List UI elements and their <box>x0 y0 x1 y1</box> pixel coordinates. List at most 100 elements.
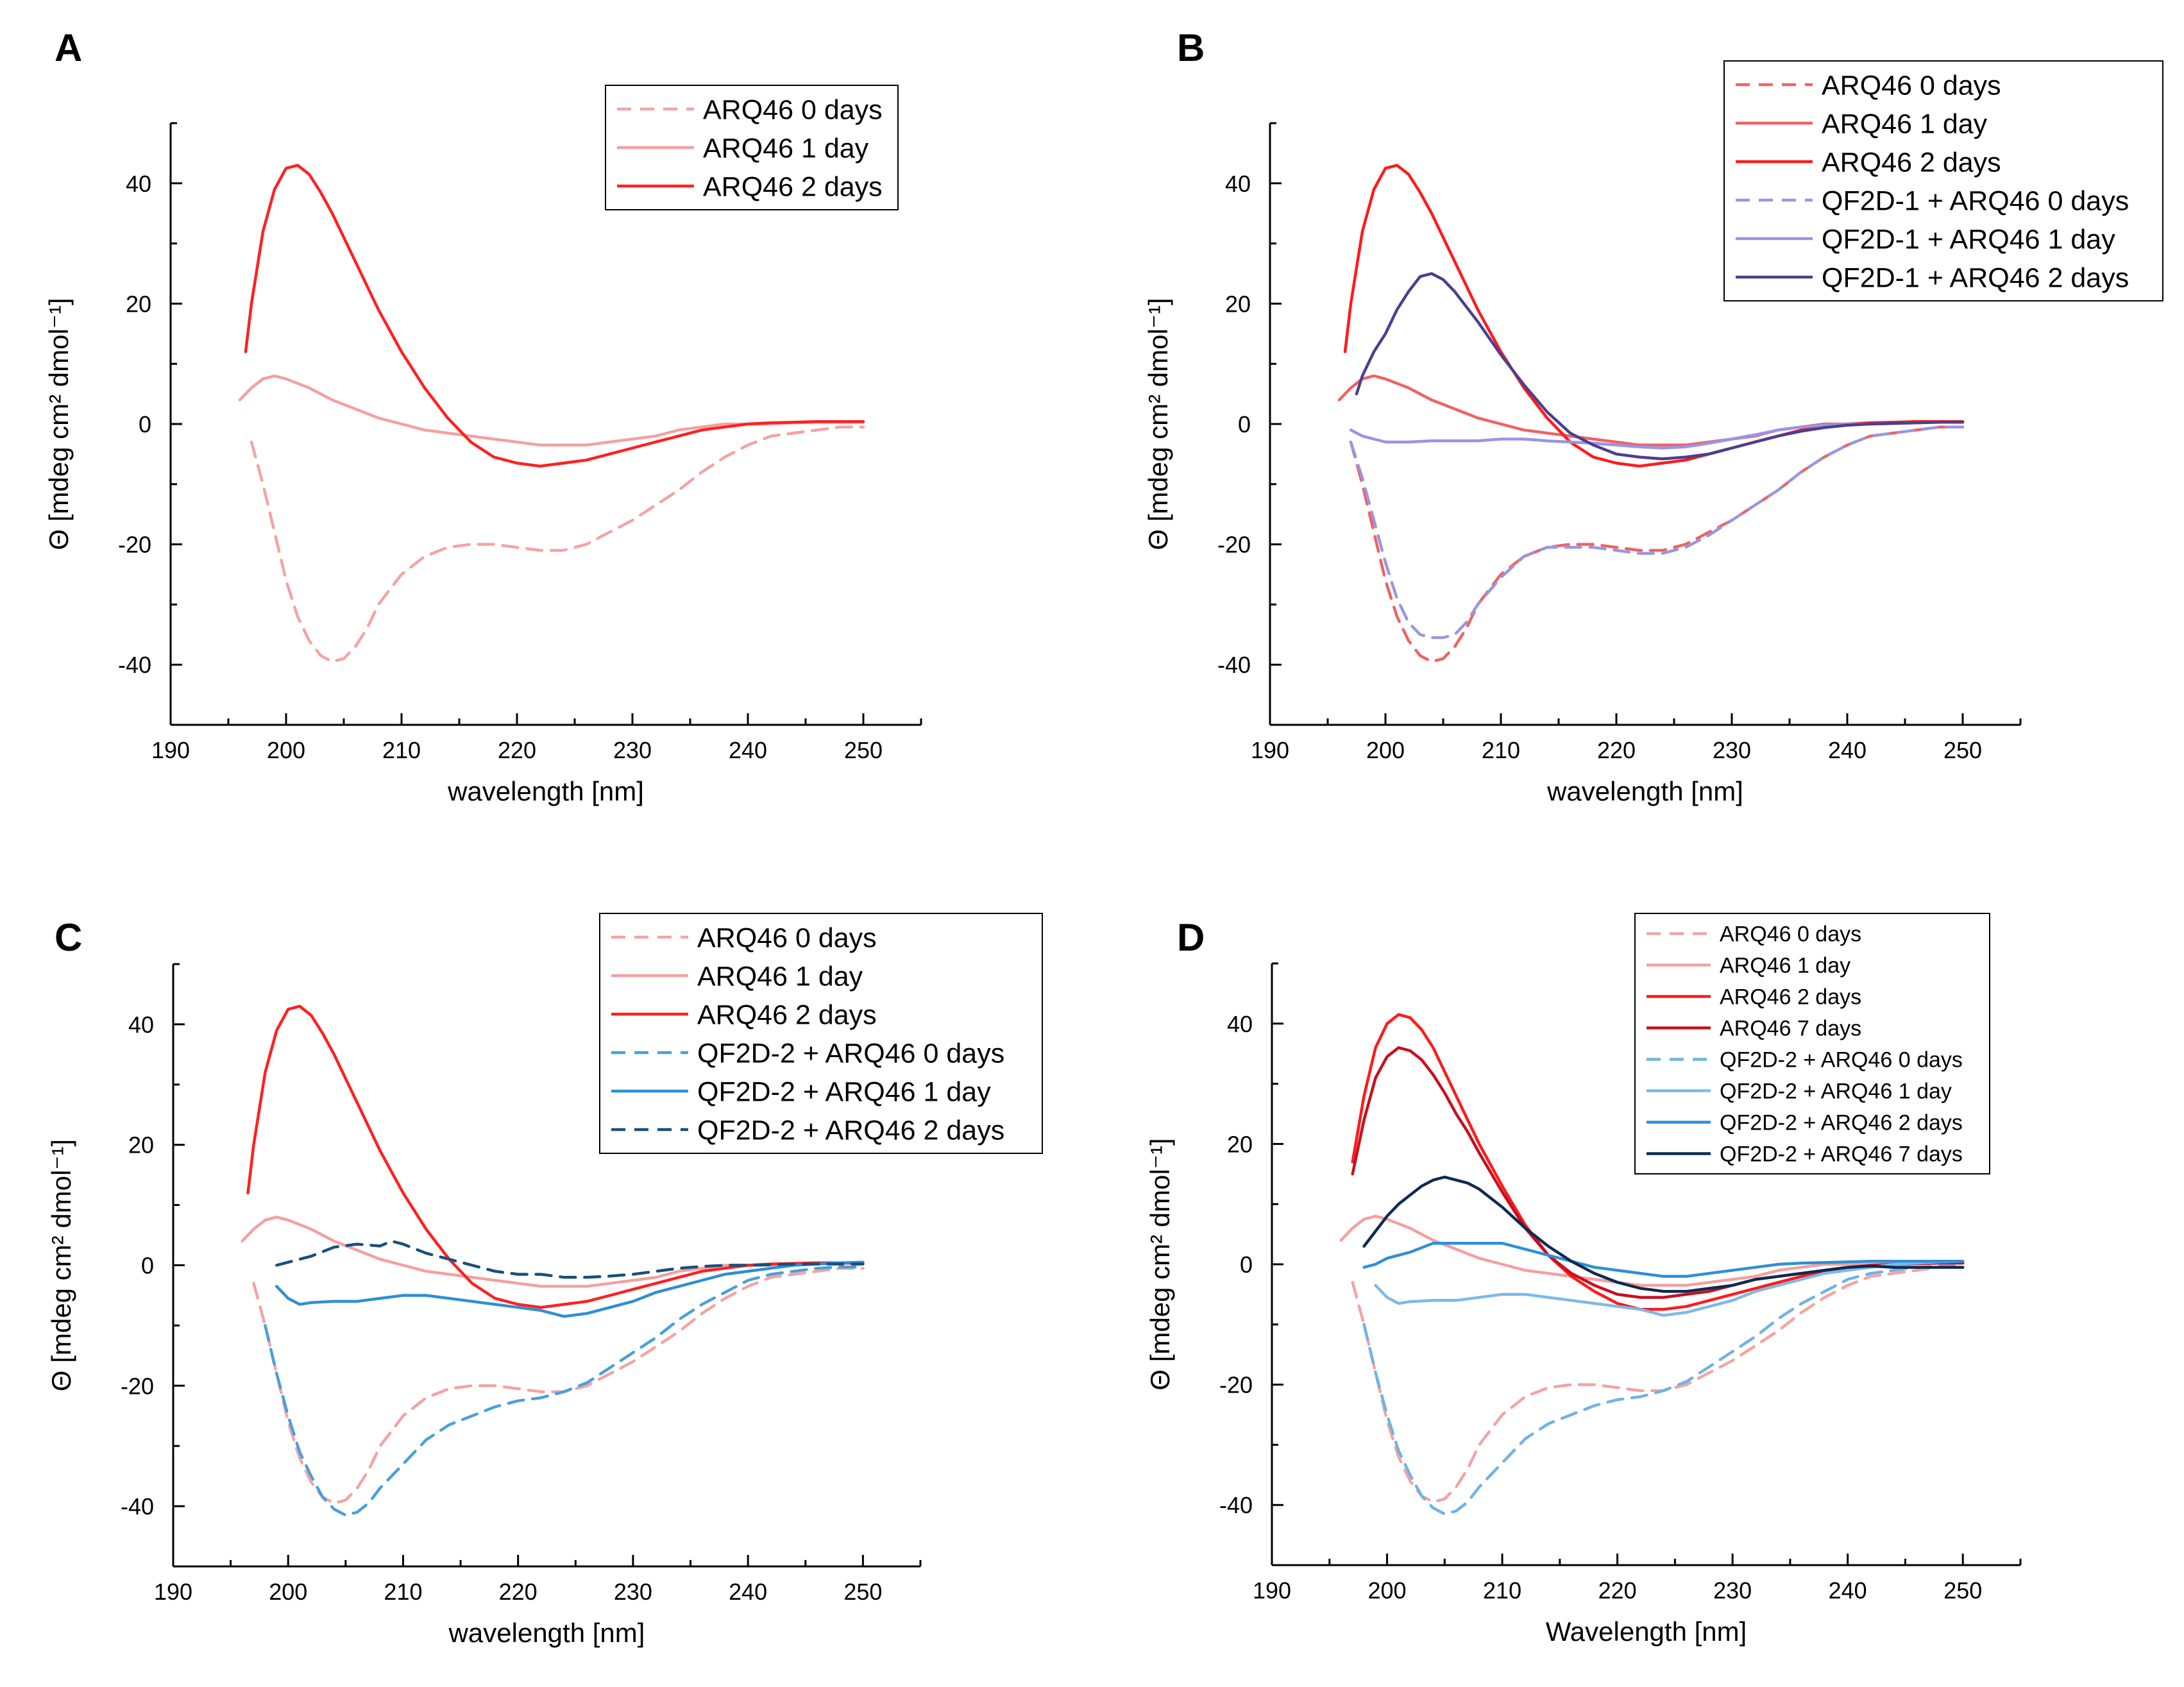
y-tick-label: -20 <box>1217 532 1251 558</box>
x-tick-label: 200 <box>1366 737 1405 763</box>
legend-label: QF2D-2 + ARQ46 1 day <box>1720 1080 1952 1104</box>
series-line-2 <box>238 374 865 447</box>
x-tick-label: 190 <box>1251 737 1289 763</box>
x-tick-label: 250 <box>843 1579 882 1605</box>
series-line-6 <box>275 1239 865 1279</box>
series-line-1 <box>252 1266 865 1505</box>
series-line-8 <box>1362 1175 1965 1293</box>
legend-label: QF2D-2 + ARQ46 1 day <box>697 1076 991 1107</box>
x-tick-label: 200 <box>269 1579 307 1605</box>
panel-c: C 190 200 210 220 230 240 250 -40 -20 0 20 40 wavelen… <box>46 913 1043 1648</box>
legend-label: QF2D-2 + ARQ46 0 days <box>697 1038 1004 1069</box>
y-tick-label: 40 <box>1227 1011 1253 1037</box>
x-tick-label: 210 <box>382 737 421 763</box>
x-tick-label: 220 <box>1597 737 1636 763</box>
series-line-2 <box>1339 1214 1965 1287</box>
series-line-1 <box>1349 425 1965 663</box>
panel-letter-c: C <box>55 916 82 959</box>
x-tick-label: 250 <box>844 737 883 763</box>
series-line-6 <box>1355 272 1965 461</box>
legend-label: ARQ46 0 days <box>703 94 883 125</box>
y-tick-label: 20 <box>126 291 151 317</box>
y-tick-label: -40 <box>121 1493 154 1520</box>
x-tick-label: 200 <box>1367 1577 1406 1604</box>
legend-label: QF2D-2 + ARQ46 0 days <box>1720 1048 1963 1072</box>
y-tick-label: -40 <box>1217 652 1251 678</box>
series-line-5 <box>1362 1264 1965 1516</box>
y-tick-label: 40 <box>126 171 151 197</box>
y-tick-label: 0 <box>1238 411 1251 437</box>
y-tick-label: 40 <box>128 1012 154 1038</box>
legend-label: ARQ46 2 days <box>697 999 877 1030</box>
legend-label: ARQ46 0 days <box>1720 922 1861 947</box>
y-axis-title: Θ [mdeg cm² dmol⁻¹] <box>1145 1138 1175 1390</box>
series-line-7 <box>1362 1241 1965 1278</box>
panel-letter-d: D <box>1177 916 1205 959</box>
y-tick-label: -40 <box>1219 1492 1253 1518</box>
y-tick-label: -40 <box>118 652 151 678</box>
y-tick-label: 0 <box>139 411 151 437</box>
y-tick-label: -20 <box>1219 1372 1253 1398</box>
x-tick-label: 230 <box>613 737 652 763</box>
series-line-1 <box>1351 1266 1965 1504</box>
legend-label: ARQ46 2 days <box>1822 147 2001 178</box>
y-tick-label: -20 <box>118 532 151 558</box>
legend-label: QF2D-2 + ARQ46 2 days <box>697 1115 1004 1146</box>
x-tick-label: 190 <box>154 1579 192 1605</box>
x-tick-label: 220 <box>498 737 536 763</box>
x-tick-label: 240 <box>729 737 767 763</box>
legend-label: ARQ46 1 day <box>703 133 869 164</box>
x-tick-label: 190 <box>1253 1577 1291 1604</box>
legend-box <box>1634 913 1990 1174</box>
panel-a: A 190 200 210 220 230 240 250 -40 -20 0 20 40 wavelen… <box>44 26 922 806</box>
x-tick-label: 220 <box>1598 1577 1637 1604</box>
x-axis-title: Wavelength [nm] <box>1546 1616 1747 1647</box>
x-tick-label: 250 <box>1943 737 1982 763</box>
panel-d: D 190 200 210 220 230 240 250 -40 -20 0 20 40 Wavelen… <box>1145 913 2022 1647</box>
y-tick-label: -20 <box>121 1373 154 1399</box>
x-tick-label: 190 <box>151 737 190 763</box>
series-line-1 <box>250 425 865 663</box>
legend-label: QF2D-1 + ARQ46 1 day <box>1822 224 2115 255</box>
series-line-3 <box>244 164 865 468</box>
y-axis-title: Θ [mdeg cm² dmol⁻¹] <box>46 1139 76 1391</box>
x-tick-label: 210 <box>1482 737 1520 763</box>
legend-label: ARQ46 7 days <box>1720 1017 1861 1041</box>
legend-box <box>1723 60 2163 301</box>
x-tick-label: 240 <box>729 1579 767 1605</box>
x-axis-title: wavelength [nm] <box>1546 776 1743 806</box>
panel-letter-b: B <box>1177 26 1205 69</box>
legend-label: ARQ46 2 days <box>703 171 883 202</box>
x-tick-label: 240 <box>1828 737 1867 763</box>
x-axis-title: wavelength [nm] <box>448 1618 645 1648</box>
series-line-6 <box>1374 1260 1965 1317</box>
panel-letter-a: A <box>55 26 82 69</box>
y-tick-label: 20 <box>1227 1131 1253 1157</box>
series-line-5 <box>275 1260 865 1318</box>
legend-box <box>599 913 1043 1154</box>
legend-label: QF2D-1 + ARQ46 2 days <box>1822 262 2129 293</box>
y-tick-label: 0 <box>1240 1251 1253 1278</box>
legend-label: QF2D-1 + ARQ46 0 days <box>1822 185 2129 216</box>
panel-b: B 190 200 210 220 230 240 250 -40 -20 0 20 40 wavelen… <box>1143 26 2163 806</box>
legend-label: ARQ46 0 days <box>1822 70 2001 101</box>
y-tick-label: 0 <box>141 1253 154 1279</box>
legend-label: ARQ46 2 days <box>1720 985 1861 1010</box>
legend-label: ARQ46 0 days <box>697 922 877 953</box>
series-line-4 <box>264 1266 865 1517</box>
y-tick-label: 20 <box>1225 291 1251 317</box>
series-line-4 <box>1349 425 1965 640</box>
x-tick-label: 210 <box>384 1579 422 1605</box>
x-tick-label: 220 <box>499 1579 538 1605</box>
x-tick-label: 230 <box>1713 1577 1752 1604</box>
legend-label: ARQ46 1 day <box>1822 108 1988 139</box>
x-tick-label: 230 <box>1713 737 1751 763</box>
x-tick-label: 240 <box>1829 1577 1867 1604</box>
legend-label: QF2D-2 + ARQ46 2 days <box>1720 1111 1963 1135</box>
y-tick-label: 20 <box>128 1132 154 1158</box>
x-tick-label: 230 <box>614 1579 652 1605</box>
legend-label: ARQ46 1 day <box>697 961 863 992</box>
legend-label: ARQ46 1 day <box>1720 954 1850 978</box>
x-tick-label: 200 <box>267 737 305 763</box>
